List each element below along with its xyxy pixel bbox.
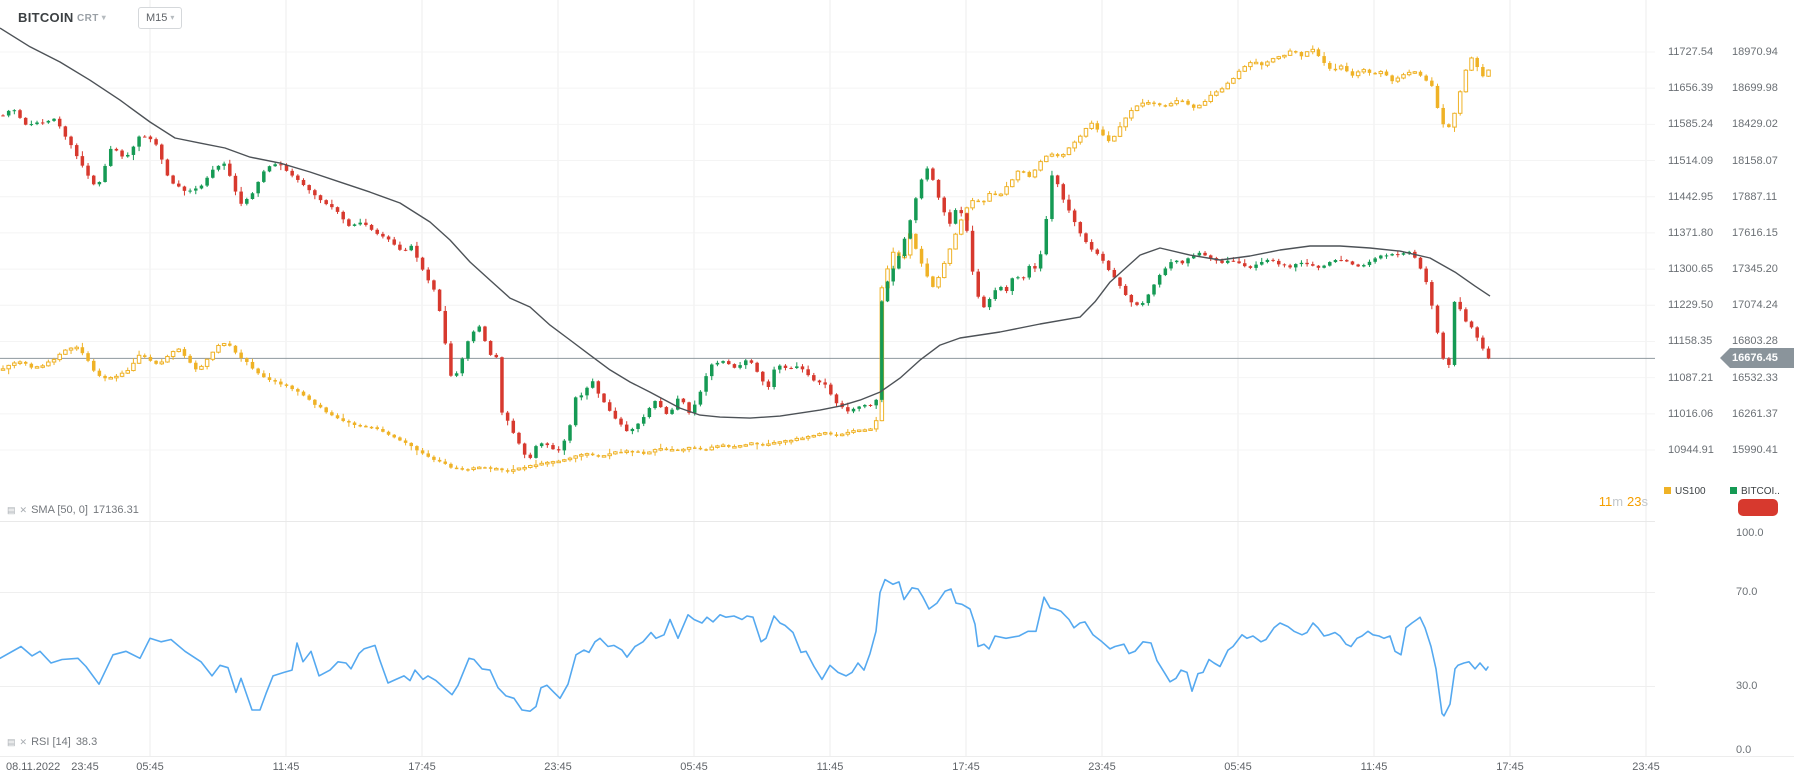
rsi-chart-canvas[interactable]	[0, 522, 1655, 756]
legend-swatch-us100	[1664, 487, 1671, 494]
rsi-indicator-label: RSI [14]	[31, 736, 71, 748]
time-label: 11:45	[1360, 761, 1388, 773]
legend-item-bitcoin[interactable]: BITCOI..	[1730, 486, 1780, 497]
us100-price-label: 11442.95	[1668, 190, 1714, 203]
time-label-first: 08.11.2022 23:45	[6, 761, 99, 773]
time-label: 05:45	[136, 761, 164, 773]
time-axis[interactable]: 08.11.2022 23:45 05:45 11:45 17:45 23:45 05:4…	[0, 756, 1794, 784]
btc-price-label: 18970.94	[1732, 46, 1778, 58]
us100-price-label: 11158.35	[1668, 335, 1713, 348]
time-label: 17:45	[952, 761, 980, 773]
timeframe-selector[interactable]: M15 ▾	[138, 7, 183, 29]
timer-seconds-unit: s	[1641, 494, 1649, 509]
btc-price-label: 15990.41	[1732, 444, 1778, 456]
legend-label-bitcoin: BITCOI..	[1741, 486, 1780, 497]
us100-price-label: 10944.91	[1668, 444, 1714, 456]
us100-price-label: 11727.54	[1668, 46, 1714, 58]
btc-price-label: 17887.11	[1732, 190, 1778, 203]
time-label: 23:45	[1088, 761, 1116, 773]
rsi-indicator-row: ▤ ✕ RSI [14] 38.3	[7, 736, 97, 748]
time-label: 11:45	[816, 761, 844, 773]
time-label: 23:45	[544, 761, 572, 773]
us100-price-label: 11514.09	[1668, 154, 1714, 167]
us100-price-label: 11229.50	[1668, 299, 1714, 312]
us100-price-label: 11656.39	[1668, 82, 1714, 95]
chart-type-label: CRT	[77, 13, 99, 24]
btc-price-label: 17616.15	[1732, 226, 1778, 239]
candle-countdown-timer: 11m 23s	[1500, 494, 1652, 509]
legend-swatch-bitcoin	[1730, 487, 1737, 494]
symbol-title: BITCOIN	[18, 10, 74, 25]
btc-price-label: 16261.37	[1732, 407, 1778, 420]
chevron-down-icon: ▾	[101, 13, 107, 22]
timer-minutes: 11	[1598, 494, 1613, 509]
rsi-pane	[0, 521, 1655, 757]
price-badge-arrow-icon	[1720, 348, 1730, 369]
btc-price-label: 17074.24	[1732, 299, 1778, 312]
btc-price-label: 17345.20	[1732, 263, 1778, 276]
btc-price-label: 18699.98	[1732, 82, 1778, 95]
timer-seconds: 23	[1627, 494, 1642, 509]
indicator-settings-icon[interactable]: ▤	[7, 505, 16, 515]
us100-price-label: 11087.21	[1668, 371, 1714, 384]
btc-price-label: 16532.33	[1732, 371, 1778, 384]
us100-price-label: 11371.80	[1668, 226, 1714, 239]
time-label: 05:45	[1224, 761, 1252, 773]
indicator-remove-icon[interactable]: ✕	[19, 737, 28, 747]
us100-price-label: 11016.06	[1668, 407, 1714, 420]
current-price-value: 16676.45	[1732, 352, 1778, 365]
rsi-indicator-value: 38.3	[75, 736, 98, 748]
rsi-axis-label: 100.0	[1736, 527, 1764, 539]
timeframe-label: M15	[146, 12, 168, 24]
legend-label-us100: US100	[1675, 486, 1706, 497]
us100-price-label: 11585.24	[1668, 118, 1714, 131]
chart-type-selector[interactable]: CRT ▾	[77, 13, 106, 24]
indicator-settings-icon[interactable]: ▤	[7, 737, 16, 747]
btc-price-label: 18158.07	[1732, 154, 1778, 167]
time-label: 05:45	[680, 761, 708, 773]
time-label: 11:45	[272, 761, 300, 773]
sma-indicator-value: 17136.31	[92, 504, 139, 516]
timer-minutes-unit: m	[1612, 494, 1624, 509]
btc-price-label: 18429.02	[1732, 118, 1778, 131]
time-label: 17:45	[1496, 761, 1524, 773]
rsi-axis-label: 70.0	[1736, 585, 1758, 598]
us100-price-label: 11300.65	[1668, 263, 1714, 276]
time-label: 23:45	[1632, 761, 1660, 773]
current-price-badge: 16676.45	[1720, 348, 1794, 369]
rsi-axis-label: 0.0	[1736, 744, 1752, 756]
sma-indicator-label: SMA [50, 0]	[31, 504, 88, 516]
time-axis-separator	[0, 756, 1794, 757]
instrument-status-badge[interactable]	[1738, 499, 1778, 516]
legend-item-us100[interactable]: US100	[1664, 486, 1706, 497]
main-chart-canvas[interactable]	[0, 0, 1655, 521]
chevron-down-icon: ▾	[170, 13, 175, 22]
time-label: 17:45	[408, 761, 436, 773]
sma-indicator-row: ▤ ✕ SMA [50, 0] 17136.31	[7, 504, 139, 516]
indicator-remove-icon[interactable]: ✕	[19, 505, 28, 515]
btc-price-label: 16803.28	[1732, 335, 1778, 348]
rsi-axis-label: 30.0	[1736, 679, 1758, 692]
